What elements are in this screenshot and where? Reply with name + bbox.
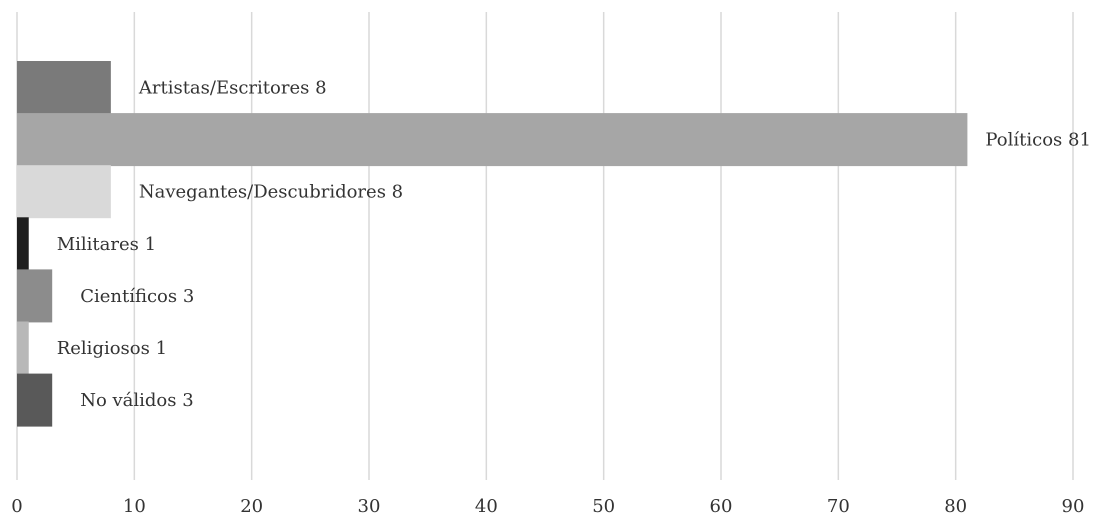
- x-tick-label: 80: [944, 496, 967, 517]
- bar-data-label: Militares 1: [57, 234, 156, 255]
- x-axis-tick-labels: 0 10 20 30 40 50 60 70 80 90: [11, 496, 1084, 517]
- x-tick-label: 40: [475, 496, 498, 517]
- bar: [17, 269, 53, 323]
- x-tick-label: 70: [827, 496, 850, 517]
- bar: [17, 321, 29, 375]
- bar: [17, 373, 53, 427]
- bar: [17, 113, 968, 167]
- x-tick-label: 20: [240, 496, 263, 517]
- bar: [17, 217, 29, 271]
- x-tick-label: 30: [358, 496, 381, 517]
- bars: [17, 61, 968, 427]
- x-tick-label: 10: [123, 496, 146, 517]
- bar: [17, 61, 111, 114]
- x-tick-label: 50: [592, 496, 615, 517]
- x-tick-label: 60: [710, 496, 733, 517]
- gridlines: [16, 12, 1074, 480]
- bar: [17, 165, 111, 219]
- bar-data-label: Artistas/Escritores 8: [138, 78, 327, 99]
- bar-data-label: Religiosos 1: [57, 338, 167, 359]
- x-tick-label: 90: [1062, 496, 1085, 517]
- bar-data-label: Navegantes/Descubridores 8: [139, 182, 403, 203]
- bar-data-label: No válidos 3: [80, 390, 194, 411]
- bar-data-label: Científicos 3: [80, 286, 194, 307]
- bar-data-labels: Artistas/Escritores 8 Políticos 81 Navegan…: [57, 78, 1091, 412]
- bar-data-label: Políticos 81: [985, 130, 1091, 151]
- x-tick-label: 0: [11, 496, 22, 517]
